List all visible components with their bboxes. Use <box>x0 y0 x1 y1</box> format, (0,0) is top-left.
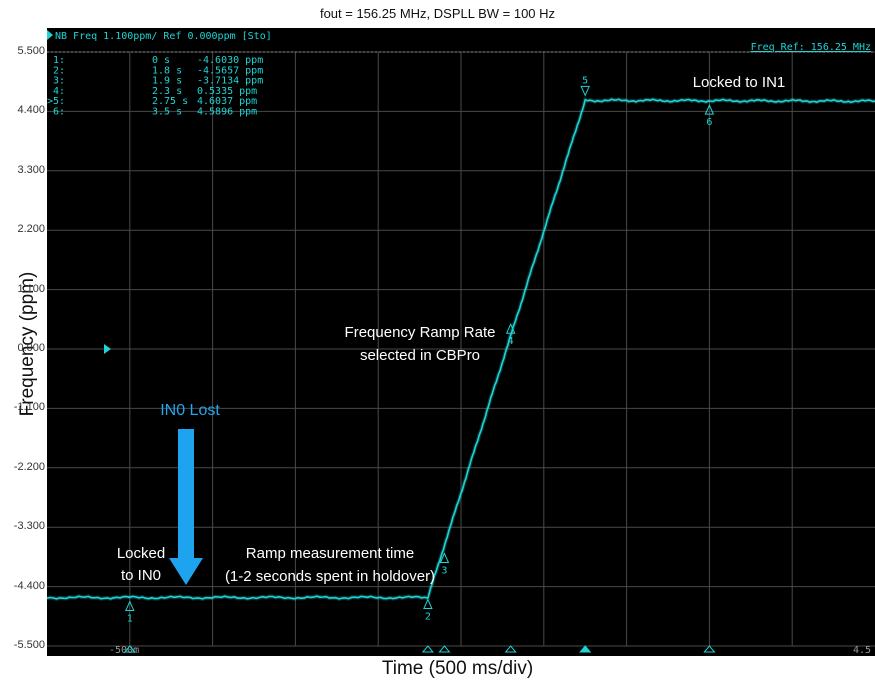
marker-table-time: 0 s <box>152 55 170 66</box>
bottom-marker-icon <box>123 645 136 653</box>
annotation-locked-in1: Locked to IN1 <box>693 74 786 91</box>
zero-reference-icon <box>104 344 111 354</box>
marker-table-row-id: 4: <box>53 86 65 97</box>
header-left-text: NB Freq 1.100ppm/ Ref 0.000ppm [Sto] <box>55 31 272 42</box>
marker-label: 3 <box>441 566 447 577</box>
annotation-ramp-time-line2: (1-2 seconds spent in holdover) <box>225 568 435 585</box>
marker-table-value: 0.5335 ppm <box>197 86 257 97</box>
y-tick-label: 5.500 <box>17 45 45 57</box>
header-right-text: Freq Ref: 156.25 MHz <box>751 42 871 53</box>
marker-table-time: 3.5 s <box>152 107 182 118</box>
y-tick-label: -3.300 <box>13 520 45 533</box>
marker-triangle-icon <box>439 552 450 564</box>
annotation-locked-in0-line1: Locked <box>117 545 165 562</box>
bottom-marker-icon <box>703 645 716 653</box>
marker-table-row-id: 1: <box>53 55 65 66</box>
frequency-plot: NB Freq 1.100ppm/ Ref 0.000ppm [Sto] Fre… <box>47 28 875 656</box>
marker-table-time: 1.9 s <box>152 76 182 87</box>
frequency-trace <box>47 98 875 600</box>
marker-table-time: 2.75 s <box>152 96 188 107</box>
annotation-ramp-rate-line1: Frequency Ramp Rate <box>345 324 496 341</box>
annotation-ramp-rate-line2: selected in CBPro <box>360 347 480 364</box>
annotation-layer: Locked to IN1 Frequency Ramp Rate select… <box>117 74 785 585</box>
x-tick-label: 4.5 <box>853 645 871 656</box>
bottom-marker-icon <box>421 645 434 653</box>
frequency-trace-glow <box>47 96 875 601</box>
marker-table-value: -3.7134 ppm <box>197 76 263 87</box>
marker-table-time: 1.8 s <box>152 65 182 76</box>
marker-triangle-icon <box>580 85 590 97</box>
annotation-locked-in0-line2: to IN0 <box>121 567 161 584</box>
marker-table-row-id: 6: <box>53 107 65 118</box>
marker-table-value: -4.6030 ppm <box>197 55 263 66</box>
marker-label: 5 <box>582 75 588 86</box>
chart-title: fout = 156.25 MHz, DSPLL BW = 100 Hz <box>319 6 556 21</box>
marker-label: 6 <box>706 117 712 128</box>
marker-triangle-icon <box>505 322 516 334</box>
marker-table-row-id: >5: <box>47 96 65 107</box>
marker-table-value: 4.5896 ppm <box>197 107 257 118</box>
marker-table-value: -4.5657 ppm <box>197 65 263 76</box>
in0-lost-arrow-icon <box>169 429 203 585</box>
y-tick-label: 2.200 <box>17 223 45 236</box>
annotation-ramp-time-line1: Ramp measurement time <box>246 545 414 562</box>
marker-table-row-id: 2: <box>53 65 65 76</box>
x-axis-label: Time (500 ms/div) <box>381 658 534 679</box>
marker-triangle-icon <box>704 103 715 115</box>
marker-table-time: 2.3 s <box>152 86 182 97</box>
y-tick-label: -4.400 <box>13 579 45 592</box>
y-tick-label: -2.200 <box>13 460 45 473</box>
bottom-marker-icon <box>579 645 592 653</box>
bottom-marker-icon <box>438 645 451 653</box>
y-tick-label: 4.400 <box>17 104 45 117</box>
marker-triangle-icon <box>125 600 135 612</box>
y-tick-label: -1.100 <box>13 401 45 414</box>
channel-indicator-icon <box>47 30 53 40</box>
marker-table-value: 4.6037 ppm <box>197 96 257 107</box>
marker-table-row-id: 3: <box>53 76 65 87</box>
annotation-in0-lost: IN0 Lost <box>160 402 220 419</box>
y-tick-label: 1.100 <box>17 282 45 295</box>
marker-label: 4 <box>508 336 514 347</box>
y-tick-label: -5.500 <box>13 639 45 651</box>
marker-triangle-icon <box>423 598 433 610</box>
x-tick-label: -500m <box>109 645 139 656</box>
y-tick-label: 3.300 <box>17 163 45 176</box>
bottom-marker-icon <box>504 645 517 653</box>
y-tick-label: 0.000 <box>17 342 45 354</box>
marker-label: 1 <box>127 614 133 625</box>
marker-label: 2 <box>425 612 431 623</box>
